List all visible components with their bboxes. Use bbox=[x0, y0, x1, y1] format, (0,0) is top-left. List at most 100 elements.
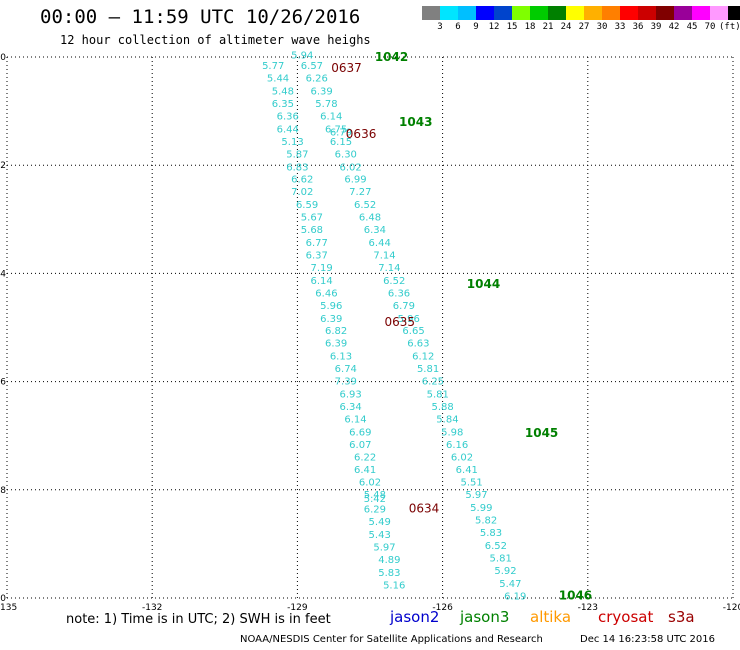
chart-title: 00:00 — 11:59 UTC 10/26/2016 bbox=[40, 6, 361, 28]
data-point-label: 5.42 bbox=[364, 494, 386, 505]
data-point-label: 6.16 bbox=[446, 440, 468, 451]
data-point-label: 6.99 bbox=[344, 175, 366, 186]
data-point-label: 6.75 bbox=[325, 124, 347, 135]
legend-swatch bbox=[674, 6, 692, 20]
legend-label: 3 bbox=[437, 22, 443, 32]
legend-label: 42 bbox=[668, 22, 680, 32]
legend-swatch bbox=[728, 6, 740, 20]
data-point-label: 7.39 bbox=[335, 377, 357, 388]
legend-label: 36 bbox=[632, 22, 644, 32]
x-tick-label: -123 bbox=[578, 603, 598, 613]
data-point-label: 6.14 bbox=[310, 276, 332, 287]
legend-label: 9 bbox=[473, 22, 479, 32]
data-point-label: 6.44 bbox=[277, 124, 299, 135]
x-tick-label: -126 bbox=[432, 603, 453, 613]
data-point-label: 6.12 bbox=[412, 352, 434, 363]
data-point-label: 6.02 bbox=[340, 162, 362, 173]
legend-label: (ft) bbox=[719, 22, 740, 32]
data-point-label: 5.98 bbox=[441, 427, 463, 438]
data-point-label: 6.34 bbox=[364, 225, 386, 236]
data-point-label: 6.74 bbox=[335, 364, 357, 375]
legend-swatch bbox=[530, 6, 548, 20]
data-point-label: 6.39 bbox=[320, 314, 342, 325]
legend-label: 30 bbox=[596, 22, 608, 32]
data-point-label: 6.30 bbox=[335, 149, 357, 160]
data-point-label: 5.87 bbox=[286, 149, 308, 160]
data-point-label: 6.29 bbox=[364, 505, 386, 516]
x-tick-label: -132 bbox=[142, 603, 162, 613]
data-point-label: 7.02 bbox=[291, 187, 313, 198]
time-label: 0635 bbox=[385, 315, 416, 329]
data-point-label: 6.93 bbox=[340, 390, 362, 401]
x-tick-label: -129 bbox=[287, 603, 308, 613]
data-point-label: 5.99 bbox=[470, 503, 492, 514]
data-point-label: 6.22 bbox=[354, 452, 376, 463]
data-point-label: 5.92 bbox=[494, 566, 516, 577]
data-point-label: 6.14 bbox=[320, 111, 342, 122]
time-label: 0637 bbox=[331, 61, 362, 75]
data-point-label: 5.94 bbox=[291, 50, 313, 61]
data-point-label: 5.77 bbox=[262, 61, 284, 72]
legend-swatch bbox=[440, 6, 458, 20]
data-point-label: 6.48 bbox=[359, 213, 381, 224]
legend-label: 18 bbox=[524, 22, 536, 32]
data-point-label: 6.37 bbox=[306, 250, 328, 261]
time-label: 0636 bbox=[346, 127, 377, 141]
legend-swatch bbox=[602, 6, 620, 20]
data-point-label: 6.14 bbox=[344, 414, 366, 425]
time-label: 1044 bbox=[467, 277, 500, 291]
chart-subtitle: 12 hour collection of altimeter wave hei… bbox=[60, 33, 371, 47]
satellite-name: jason2 bbox=[390, 608, 440, 626]
data-point-label: 6.36 bbox=[388, 288, 410, 299]
data-point-label: 5.68 bbox=[301, 225, 323, 236]
data-point-label: 6.41 bbox=[354, 465, 376, 476]
data-point-label: 5.67 bbox=[301, 213, 323, 224]
data-point-label: 6.69 bbox=[349, 427, 371, 438]
data-point-label: 5.88 bbox=[431, 402, 453, 413]
data-point-label: 6.57 bbox=[301, 61, 323, 72]
data-point-label: 5.48 bbox=[364, 490, 386, 501]
data-point-label: 6.77 bbox=[306, 238, 328, 249]
timestamp-text: Dec 14 16:23:58 UTC 2016 bbox=[580, 634, 715, 645]
data-point-label: 6.52 bbox=[485, 541, 507, 552]
data-point-label: 4.89 bbox=[378, 555, 400, 566]
time-label: 1046 bbox=[559, 588, 592, 602]
legend-label: 15 bbox=[506, 22, 518, 32]
data-point-label: 5.84 bbox=[436, 414, 458, 425]
data-point-label: 6.35 bbox=[272, 99, 294, 110]
x-tick-label: -120 bbox=[723, 603, 740, 613]
data-point-label: 6.79 bbox=[393, 301, 415, 312]
legend-swatch bbox=[620, 6, 638, 20]
data-point-label: 6.25 bbox=[422, 377, 444, 388]
data-point-label: 5.83 bbox=[378, 568, 400, 579]
time-label: 0634 bbox=[409, 502, 440, 516]
data-point-label: 6.19 bbox=[504, 591, 526, 602]
legend-swatch bbox=[566, 6, 584, 20]
data-point-label: 5.81 bbox=[490, 553, 512, 564]
time-label: 1042 bbox=[375, 50, 408, 64]
data-point-label: 6.26 bbox=[306, 74, 328, 85]
legend-swatch bbox=[494, 6, 512, 20]
data-point-label: 7.14 bbox=[373, 250, 395, 261]
data-point-label: 6.59 bbox=[296, 200, 318, 211]
legend-swatch bbox=[710, 6, 728, 20]
data-point-label: 5.83 bbox=[480, 528, 502, 539]
data-point-label: 5.51 bbox=[461, 478, 483, 489]
data-point-label: 5.97 bbox=[465, 490, 487, 501]
legend-swatch bbox=[476, 6, 494, 20]
legend-label: 21 bbox=[542, 22, 554, 32]
legend-label: 12 bbox=[488, 22, 500, 32]
data-point-label: 5.48 bbox=[272, 87, 294, 98]
data-point-label: 5.47 bbox=[499, 579, 521, 590]
credit-text: NOAA/NESDIS Center for Satellite Applica… bbox=[240, 634, 543, 645]
y-tick-label: 0 bbox=[0, 53, 6, 63]
data-point-label: 6.52 bbox=[383, 276, 405, 287]
data-point-label: 5.81 bbox=[427, 390, 449, 401]
data-point-label: 7.27 bbox=[349, 187, 371, 198]
color-legend bbox=[422, 6, 740, 20]
y-tick-label: -10 bbox=[0, 594, 6, 604]
data-point-label: 6.52 bbox=[354, 200, 376, 211]
legend-swatch bbox=[422, 6, 440, 20]
data-point-label: 6.62 bbox=[291, 175, 313, 186]
